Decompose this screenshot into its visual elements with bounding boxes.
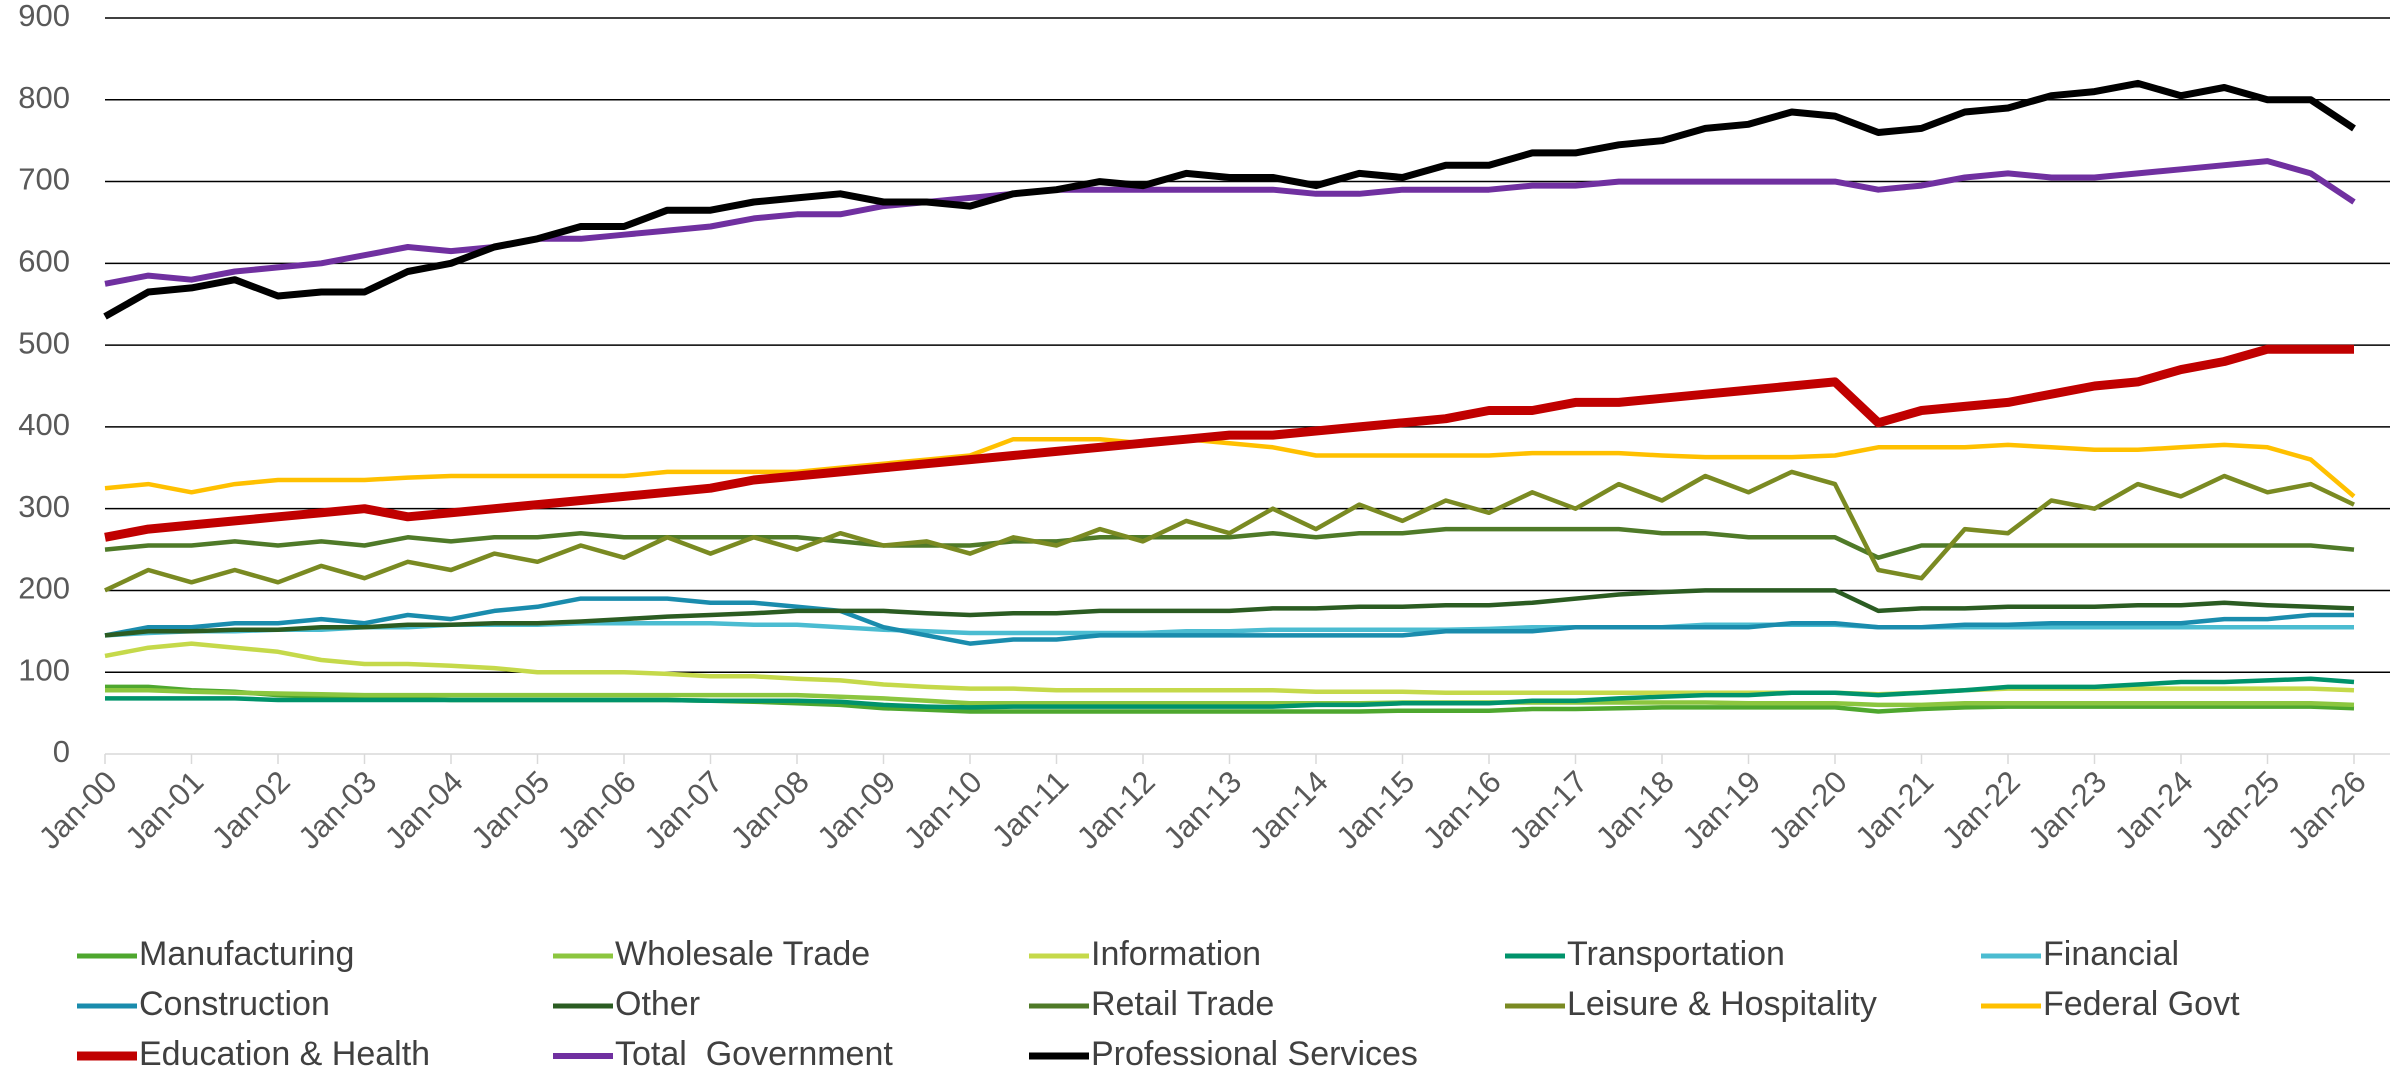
x-tick-label: Jan-24 [2108, 764, 2200, 856]
x-tick-label: Jan-02 [205, 764, 297, 856]
x-tick-label: Jan-22 [1935, 764, 2027, 856]
series-line [104, 526, 2355, 560]
x-tick-label: Jan-11 [985, 764, 1075, 854]
x-tick-label: Jan-23 [2021, 764, 2113, 856]
x-tick-label: Jan-10 [897, 764, 989, 856]
legend-label: Manufacturing [139, 935, 354, 973]
legend-label: Total_Government [615, 1035, 893, 1068]
x-tick-label: Jan-12 [1070, 764, 1162, 856]
x-tick-label: Jan-21 [1848, 764, 1940, 856]
x-tick-label: Jan-26 [2281, 764, 2373, 856]
y-tick-label: 200 [18, 571, 70, 606]
series-line [104, 158, 2356, 287]
x-tick-label: Jan-15 [1329, 764, 1421, 856]
y-tick-label: 500 [18, 325, 70, 360]
y-tick-label: 0 [53, 734, 70, 769]
x-tick-label: Jan-25 [2194, 764, 2286, 856]
x-tick-label: Jan-20 [1762, 764, 1854, 856]
x-tick-label: Jan-01 [118, 764, 210, 856]
x-tick-label: Jan-16 [1416, 764, 1508, 856]
legend-label: Information [1091, 935, 1261, 973]
x-tick-label: Jan-05 [464, 764, 556, 856]
x-tick-label: Jan-06 [551, 764, 643, 856]
legend-label: Professional Services [1091, 1035, 1418, 1068]
legend-label: Education & Health [139, 1035, 430, 1068]
series-line [105, 676, 2355, 710]
x-tick-label: Jan-07 [637, 764, 729, 856]
y-tick-label: 600 [18, 244, 70, 279]
y-tick-label: 900 [18, 0, 70, 33]
x-tick-label: Jan-09 [810, 764, 902, 856]
x-tick-label: Jan-08 [724, 764, 816, 856]
x-tick-label: Jan-18 [1589, 764, 1681, 856]
series-line [103, 79, 2356, 320]
series-line [104, 588, 2355, 638]
series-line [105, 687, 2355, 708]
legend-label: Wholesale Trade [615, 935, 870, 973]
x-tick-label: Jan-14 [1243, 764, 1335, 856]
series-line [104, 469, 2355, 593]
legend-label: Other [615, 985, 700, 1023]
legend-label: Transportation [1567, 935, 1785, 973]
x-tick-label: Jan-13 [1156, 764, 1248, 856]
x-tick-label: Jan-19 [1675, 764, 1767, 856]
series-line [104, 344, 2354, 542]
y-tick-label: 400 [18, 407, 70, 442]
x-tick-label: Jan-00 [32, 764, 124, 856]
legend-label: Financial [2043, 935, 2179, 973]
y-tick-label: 800 [18, 80, 70, 115]
x-tick-label: Jan-17 [1502, 764, 1594, 856]
y-tick-label: 100 [18, 652, 70, 687]
legend-label: Federal Govt [2043, 985, 2240, 1023]
series-line [104, 596, 2354, 646]
series-line [104, 436, 2356, 499]
x-tick-label: Jan-04 [378, 764, 470, 856]
legend-label: Construction [139, 985, 330, 1023]
y-tick-label: 300 [18, 489, 70, 524]
x-tick-label: Jan-03 [291, 764, 383, 856]
legend-label: Retail Trade [1091, 985, 1274, 1023]
y-tick-label: 700 [18, 162, 70, 197]
legend-label: Leisure & Hospitality [1567, 985, 1877, 1023]
